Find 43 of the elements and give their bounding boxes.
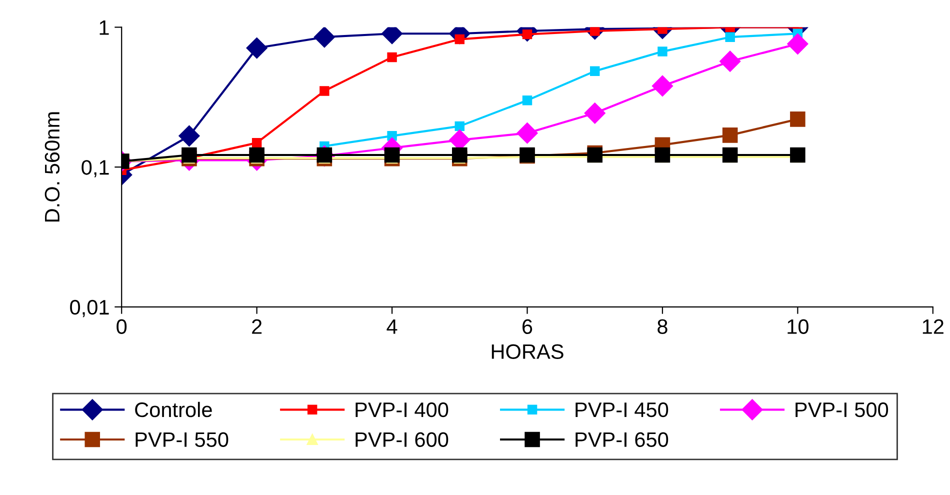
point [522,95,532,106]
point [725,32,735,42]
point [590,66,600,76]
x-tick-label: 4 [386,319,398,334]
point [516,122,538,144]
x-tick-label: 12 [922,319,944,334]
legend-label: PVP-I 450 [576,402,668,418]
y-tick-label: 1 [100,20,109,35]
point [387,52,397,62]
point [654,147,670,163]
legend-label: Controle [135,402,212,418]
x-tick-label: 2 [252,319,262,334]
y-tick-label: 0,1 [82,160,109,178]
point [790,112,806,127]
y-tick-label: 0,01 [70,300,109,318]
legend-label: PVP-I 600 [356,432,448,447]
y-axis-title: D.O. 560nm [44,112,60,222]
point [658,46,668,56]
point [720,50,741,72]
point [652,75,673,97]
point [320,86,330,96]
point [249,147,264,163]
point [452,147,468,163]
x-tick-label: 6 [522,319,532,334]
x-tick-label: 0 [116,319,127,334]
legend-label: PVP-I 650 [576,432,668,447]
x-tick-label: 8 [658,319,668,334]
x-axis-title: HORAS [492,344,564,359]
point [584,102,606,124]
legend-label: PVP-I 550 [136,432,228,447]
point [454,121,465,132]
point [314,27,335,48]
point [790,147,806,163]
point [722,147,738,163]
point [722,128,738,143]
x-tick-label: 10 [788,319,808,334]
point [787,33,808,54]
point [246,38,268,59]
point [384,147,400,163]
point [178,125,200,146]
point [252,138,262,148]
legend-label: PVP-I 400 [356,402,448,418]
legend-label: PVP-I 500 [796,402,888,418]
